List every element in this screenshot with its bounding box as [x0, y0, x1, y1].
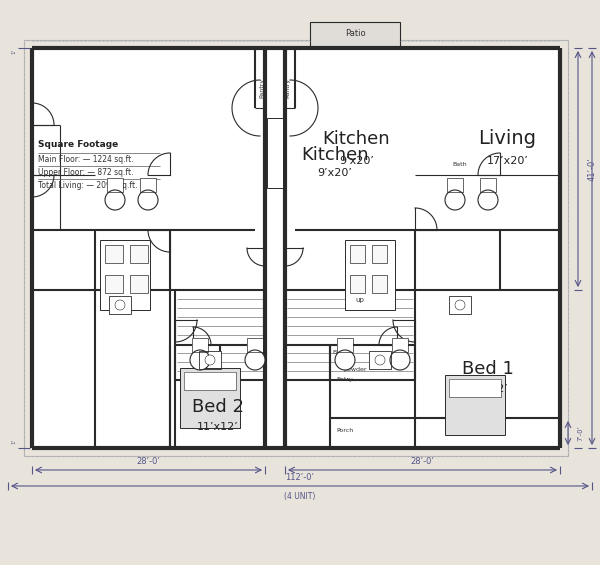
Bar — [372, 275, 387, 293]
Bar — [184, 372, 236, 390]
Bar — [109, 296, 131, 314]
Text: powder: powder — [343, 367, 367, 372]
Text: (4 UNIT): (4 UNIT) — [284, 492, 316, 501]
Text: Pantry: Pantry — [286, 78, 290, 98]
Circle shape — [105, 190, 125, 210]
Bar — [372, 245, 387, 263]
Bar — [192, 338, 208, 352]
Text: up: up — [356, 297, 364, 303]
Text: Porch: Porch — [337, 428, 353, 432]
Circle shape — [390, 350, 410, 370]
Bar — [140, 178, 156, 192]
Text: 9’x20’: 9’x20’ — [339, 156, 374, 166]
Bar — [392, 338, 408, 352]
Bar — [350, 275, 365, 293]
Bar — [247, 338, 263, 352]
Bar — [449, 379, 501, 397]
Text: Kitchen: Kitchen — [301, 146, 369, 164]
Text: Main Floor: — 1224 sq.ft.: Main Floor: — 1224 sq.ft. — [38, 155, 134, 164]
Bar — [447, 178, 463, 192]
Bar — [345, 240, 395, 310]
Bar — [267, 118, 283, 188]
Text: Square Footage: Square Footage — [38, 140, 118, 149]
Circle shape — [375, 355, 385, 365]
Bar — [140, 178, 156, 192]
Bar — [199, 351, 221, 369]
Circle shape — [115, 300, 125, 310]
Text: Bed 1: Bed 1 — [461, 360, 514, 378]
Bar — [107, 178, 123, 192]
Circle shape — [455, 300, 465, 310]
Bar — [100, 240, 150, 310]
Bar — [445, 375, 505, 435]
Bar — [180, 368, 240, 428]
Bar — [105, 275, 123, 293]
Text: Total Living: — 2096 sq.ft.: Total Living: — 2096 sq.ft. — [38, 181, 137, 190]
Text: Kitchen: Kitchen — [323, 130, 390, 148]
Bar — [445, 375, 505, 435]
Bar — [105, 245, 123, 263]
Bar — [449, 379, 501, 397]
Text: Upper Floor: — 872 sq.ft.: Upper Floor: — 872 sq.ft. — [38, 168, 133, 177]
Circle shape — [478, 190, 498, 210]
Bar — [480, 178, 496, 192]
Text: Bath: Bath — [332, 350, 347, 355]
Bar — [192, 338, 208, 352]
Bar — [345, 240, 395, 310]
Bar — [310, 22, 400, 48]
Circle shape — [190, 350, 210, 370]
Bar — [337, 338, 353, 352]
Text: 41’-0’: 41’-0’ — [587, 157, 596, 181]
Bar — [109, 296, 131, 314]
Text: 9’x20’: 9’x20’ — [317, 168, 352, 178]
Text: 11’x12’: 11’x12’ — [467, 384, 508, 394]
Bar — [449, 296, 471, 314]
Bar — [255, 48, 265, 108]
Text: 7’-0’: 7’-0’ — [577, 425, 583, 441]
Bar — [369, 351, 391, 369]
Bar — [32, 48, 560, 448]
Bar — [180, 368, 240, 428]
Circle shape — [445, 190, 465, 210]
Bar — [392, 338, 408, 352]
Text: 28’-0’: 28’-0’ — [410, 458, 434, 467]
Circle shape — [205, 355, 215, 365]
Bar — [350, 245, 365, 263]
Bar — [449, 296, 471, 314]
Text: 1': 1' — [11, 49, 17, 54]
Bar — [337, 338, 353, 352]
Text: 28’-0’: 28’-0’ — [136, 458, 160, 467]
Text: Bed 2: Bed 2 — [191, 398, 244, 415]
Bar — [447, 178, 463, 192]
Text: Bath: Bath — [452, 163, 467, 167]
Text: 112’-0’: 112’-0’ — [286, 473, 314, 483]
Text: 17’x20’: 17’x20’ — [487, 156, 529, 166]
Bar — [130, 245, 148, 263]
Bar — [199, 351, 221, 369]
Text: 11’x12’: 11’x12’ — [197, 421, 238, 432]
Text: Living: Living — [479, 129, 536, 149]
Bar — [369, 351, 391, 369]
Bar — [285, 48, 295, 108]
Bar — [130, 275, 148, 293]
Bar — [267, 118, 283, 188]
Circle shape — [245, 350, 265, 370]
Bar — [480, 178, 496, 192]
Bar — [24, 40, 568, 456]
Text: Pantry: Pantry — [260, 78, 265, 98]
Bar — [247, 338, 263, 352]
Text: Entry: Entry — [337, 377, 353, 383]
Circle shape — [335, 350, 355, 370]
Text: 1': 1' — [11, 439, 17, 444]
Bar — [100, 240, 150, 310]
Circle shape — [138, 190, 158, 210]
Text: Patio: Patio — [344, 28, 365, 37]
Bar — [107, 178, 123, 192]
Bar — [310, 22, 400, 48]
Bar — [184, 372, 236, 390]
